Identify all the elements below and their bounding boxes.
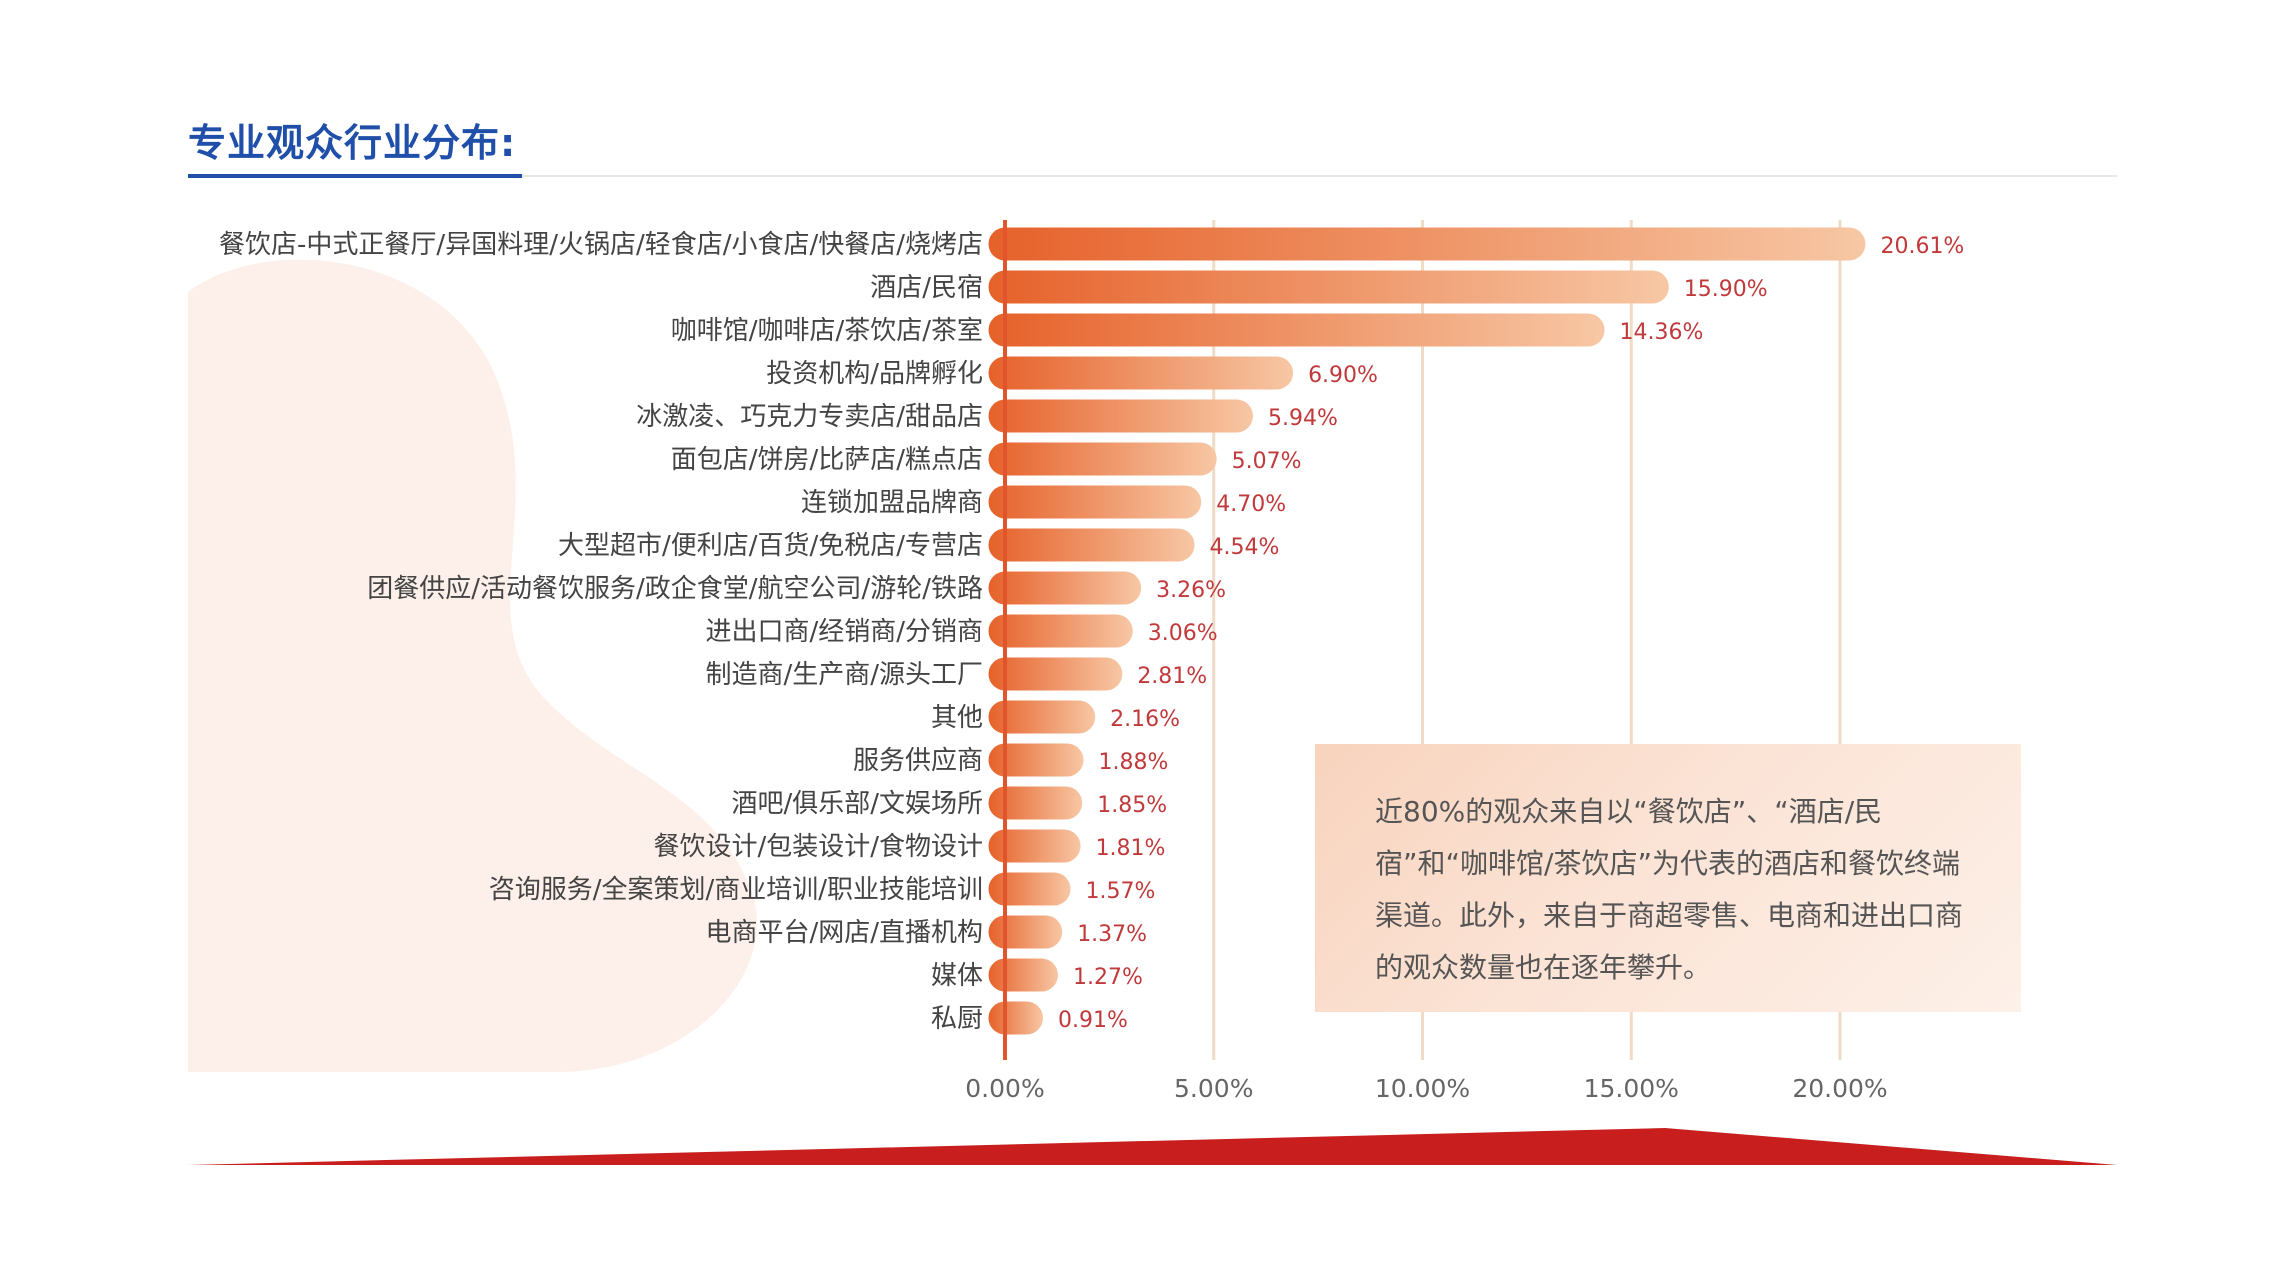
x-tick-label: 5.00%: [1174, 1074, 1253, 1103]
bar: [988, 915, 1063, 949]
bar: [988, 872, 1071, 906]
value-label: 4.70%: [1216, 492, 1286, 517]
value-labels: 20.61% 15.90% 14.36% 6.90% 5.94% 5.07% 4.70% 4.…: [1058, 234, 1964, 1033]
value-label: 4.54%: [1210, 535, 1280, 560]
bar: [988, 1001, 1043, 1035]
category-label: 咨询服务/全案策划/商业培训/职业技能培训: [489, 875, 983, 905]
value-label: 1.27%: [1073, 965, 1143, 990]
background-decoration: [188, 259, 757, 1072]
category-label: 投资机构/品牌孵化: [766, 359, 983, 389]
value-label: 0.91%: [1058, 1008, 1128, 1033]
bar: [988, 829, 1081, 863]
value-label: 1.81%: [1096, 836, 1166, 861]
bar: [988, 958, 1059, 992]
value-label: 14.36%: [1620, 320, 1704, 345]
bottom-decoration-band: [188, 1128, 2117, 1165]
summary-note: 近80%的观众来自以“餐饮店”、“酒店/民宿”和“咖啡馆/茶饮店”为代表的酒店和…: [1315, 744, 2021, 1012]
bar: [988, 700, 1096, 734]
category-label: 媒体: [931, 961, 983, 991]
bars: [988, 227, 1866, 1035]
bar: [988, 270, 1669, 304]
category-label: 面包店/饼房/比萨店/糕点店: [671, 445, 983, 475]
category-label: 服务供应商: [853, 746, 983, 776]
category-label: 进出口商/经销商/分销商: [705, 617, 983, 647]
bar: [988, 528, 1195, 562]
category-label: 餐饮店-中式正餐厅/异国料理/火锅店/轻食店/小食店/快餐店/烧烤店: [219, 230, 983, 260]
value-label: 2.81%: [1137, 664, 1207, 689]
category-label: 酒店/民宿: [870, 273, 983, 303]
value-label: 5.94%: [1268, 406, 1338, 431]
category-label: 其他: [931, 703, 983, 733]
category-label: 大型超市/便利店/百货/免税店/专营店: [558, 531, 983, 561]
bar: [988, 399, 1253, 433]
value-label: 2.16%: [1110, 707, 1180, 732]
bar: [988, 313, 1605, 347]
value-label: 3.26%: [1156, 578, 1226, 603]
category-label: 连锁加盟品牌商: [801, 488, 983, 518]
x-tick-label: 20.00%: [1792, 1074, 1887, 1103]
value-label: 15.90%: [1684, 277, 1768, 302]
bar: [988, 743, 1084, 777]
value-label: 6.90%: [1308, 363, 1378, 388]
bar: [988, 571, 1142, 605]
value-label: 1.88%: [1098, 750, 1168, 775]
category-label: 制造商/生产商/源头工厂: [705, 660, 983, 690]
category-label: 酒吧/俱乐部/文娱场所: [731, 789, 983, 819]
category-label: 咖啡馆/咖啡店/茶饮店/茶室: [671, 316, 983, 346]
bar: [988, 227, 1866, 261]
title-underline: [188, 174, 522, 178]
category-label: 电商平台/网店/直播机构: [705, 918, 983, 948]
x-tick-label: 15.00%: [1584, 1074, 1679, 1103]
value-label: 1.37%: [1077, 922, 1147, 947]
bar: [988, 485, 1202, 519]
bar: [988, 442, 1217, 476]
value-label: 20.61%: [1880, 234, 1964, 259]
category-label: 餐饮设计/包装设计/食物设计: [653, 832, 983, 862]
bar: [988, 786, 1083, 820]
category-labels: 餐饮店-中式正餐厅/异国料理/火锅店/轻食店/小食店/快餐店/烧烤店酒店/民宿咖…: [219, 230, 983, 1034]
bar: [988, 356, 1294, 390]
value-label: 5.07%: [1232, 449, 1302, 474]
value-label: 3.06%: [1148, 621, 1218, 646]
page-title: 专业观众行业分布:: [188, 121, 517, 165]
bar: [988, 657, 1123, 691]
value-label: 1.57%: [1086, 879, 1156, 904]
category-label: 私厨: [931, 1004, 983, 1034]
category-label: 冰激凌、巧克力专卖店/甜品店: [636, 402, 983, 432]
header-divider: [522, 175, 2117, 177]
x-axis-ticks: 0.00% 5.00% 10.00% 15.00% 20.00%: [965, 1074, 1887, 1103]
category-label: 团餐供应/活动餐饮服务/政企食堂/航空公司/游轮/铁路: [367, 574, 983, 604]
value-label: 1.85%: [1097, 793, 1167, 818]
x-tick-label: 0.00%: [965, 1074, 1044, 1103]
x-tick-label: 10.00%: [1375, 1074, 1470, 1103]
summary-note-text: 近80%的观众来自以“餐饮店”、“酒店/民宿”和“咖啡馆/茶饮店”为代表的酒店和…: [1375, 795, 1964, 984]
bar: [988, 614, 1133, 648]
